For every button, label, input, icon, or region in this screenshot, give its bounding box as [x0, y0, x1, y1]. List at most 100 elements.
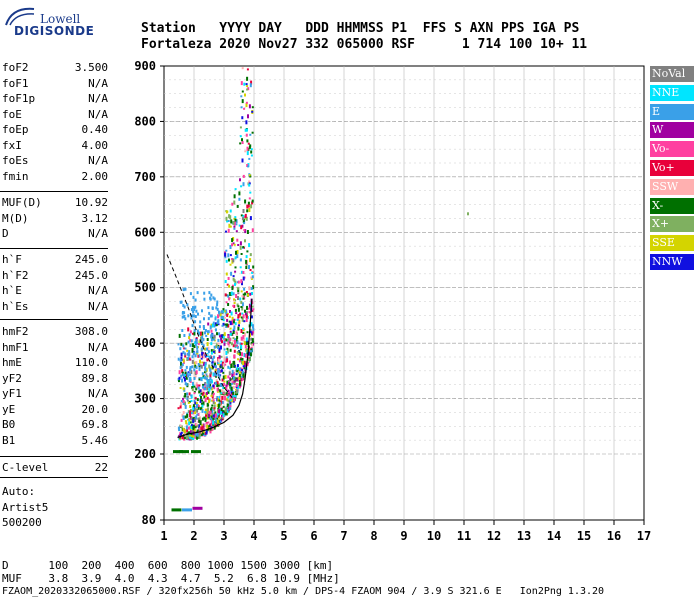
echo-point	[244, 344, 247, 349]
echo-point	[204, 347, 207, 350]
echo-point	[186, 303, 189, 307]
echo-point	[250, 204, 253, 209]
param-value: N/A	[88, 299, 108, 313]
echo-point	[228, 284, 231, 288]
echo-point	[202, 338, 205, 342]
echo-point	[227, 324, 230, 328]
echo-point	[224, 363, 227, 366]
param-value: 0.40	[81, 123, 109, 136]
echo-point	[249, 330, 252, 335]
echo-point	[228, 258, 230, 262]
param-name: h`F2	[2, 268, 29, 282]
echo-point	[216, 383, 219, 387]
echo-point	[210, 420, 213, 425]
echo-point	[196, 435, 198, 440]
echo-point	[182, 373, 185, 377]
echo-point	[243, 107, 246, 110]
echo-point	[233, 325, 236, 330]
echo-point	[190, 400, 193, 402]
param-name: M(D)	[2, 211, 29, 225]
echo-point	[230, 391, 233, 394]
echo-point	[211, 390, 214, 394]
echo-point	[240, 270, 243, 274]
echo-point	[210, 394, 213, 397]
echo-point	[228, 371, 231, 376]
echo-point	[200, 395, 202, 399]
echo-point	[205, 416, 208, 420]
echo-point	[239, 266, 242, 269]
echo-point	[180, 361, 182, 366]
echo-point	[217, 314, 219, 319]
echo-point	[235, 338, 238, 342]
echo-point	[188, 357, 191, 361]
echo-point	[228, 341, 231, 344]
echo-point	[242, 182, 245, 187]
echo-point	[171, 508, 182, 512]
echo-point	[245, 259, 248, 264]
echo-point	[204, 398, 207, 403]
param-name: B1	[2, 433, 16, 447]
echo-point	[193, 385, 196, 388]
echo-point	[240, 95, 243, 98]
echo-point	[237, 305, 240, 308]
echo-point	[212, 399, 215, 402]
echo-point	[199, 398, 202, 403]
y-tick-label: 900	[134, 59, 156, 73]
echo-point	[221, 395, 224, 400]
echo-point	[218, 312, 221, 317]
auto-scaling-line2: Artist5	[2, 500, 49, 514]
legend-item: NoVal	[650, 66, 694, 82]
echo-point	[204, 366, 206, 370]
echo-point	[223, 380, 226, 383]
echo-point	[182, 304, 185, 307]
echo-point	[229, 245, 232, 249]
echo-point	[178, 376, 181, 380]
echo-point	[187, 395, 189, 398]
echo-point	[213, 334, 216, 339]
echo-point	[248, 265, 250, 270]
echo-point	[227, 220, 230, 222]
echo-point	[185, 375, 188, 380]
echo-point	[241, 90, 244, 93]
echo-point	[234, 188, 237, 191]
echo-point	[236, 385, 239, 389]
echo-point	[226, 220, 229, 223]
echo-point	[227, 399, 230, 403]
echo-point	[245, 337, 248, 342]
echo-point	[226, 349, 229, 354]
echo-point	[222, 411, 225, 415]
echo-point	[232, 385, 235, 389]
echo-point	[182, 387, 185, 391]
echo-point	[182, 350, 185, 354]
echo-point	[222, 410, 225, 413]
echo-point	[197, 386, 200, 390]
echo-point	[213, 360, 216, 364]
echo-point	[247, 163, 250, 168]
echo-point	[193, 377, 196, 380]
echo-point	[187, 431, 190, 434]
echo-point	[204, 329, 207, 332]
echo-point	[182, 397, 184, 400]
echo-point	[179, 405, 182, 409]
echo-point	[201, 399, 204, 402]
echo-point	[218, 416, 221, 419]
echo-point	[189, 405, 192, 408]
echo-point	[198, 377, 201, 380]
logo-lowell-text: Lowell	[40, 12, 81, 26]
echo-point	[182, 418, 185, 420]
echo-point	[237, 307, 240, 312]
echo-point	[213, 297, 216, 301]
echo-point	[250, 315, 253, 319]
echo-point	[221, 324, 224, 327]
param-name: h`E	[2, 284, 22, 297]
param-name: fxI	[2, 138, 22, 152]
echo-point	[208, 355, 211, 359]
dashed-curve	[166, 254, 234, 399]
echo-point	[203, 395, 206, 399]
echo-point	[206, 396, 209, 400]
echo-point	[190, 308, 193, 312]
echo-point	[225, 272, 228, 276]
echo-point	[230, 386, 233, 391]
echo-point	[247, 201, 250, 205]
echo-point	[202, 423, 205, 428]
